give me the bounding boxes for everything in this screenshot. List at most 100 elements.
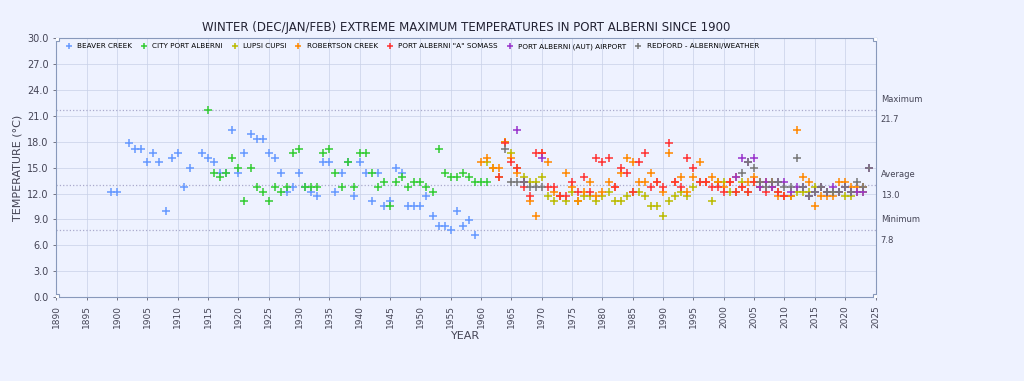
ROBERTSON CREEK xyxy=(716,184,732,190)
PORT ALBERNI "A" SOMASS xyxy=(540,184,556,190)
PORT ALBERNI (AUT) AIRPORT xyxy=(782,189,799,195)
LUPSI CUPSI xyxy=(582,193,598,199)
LUPSI CUPSI xyxy=(503,150,519,156)
BEAVER CREEK xyxy=(442,227,459,233)
ROBERTSON CREEK xyxy=(649,179,666,186)
ROBERTSON CREEK xyxy=(679,189,695,195)
LUPSI CUPSI xyxy=(825,189,842,195)
PORT ALBERNI "A" SOMASS xyxy=(625,189,641,195)
REDFORD - ALBERNI/WEATHER xyxy=(534,184,550,190)
PORT ALBERNI "A" SOMASS xyxy=(679,155,695,161)
CITY PORT ALBERNI xyxy=(218,170,234,176)
CITY PORT ALBERNI xyxy=(467,179,483,186)
CITY PORT ALBERNI xyxy=(357,150,374,156)
CITY PORT ALBERNI xyxy=(249,184,265,190)
BEAVER CREEK xyxy=(272,170,289,176)
REDFORD - ALBERNI/WEATHER xyxy=(745,165,762,171)
PORT ALBERNI (AUT) AIRPORT xyxy=(745,155,762,161)
LUPSI CUPSI xyxy=(703,198,720,204)
LUPSI CUPSI xyxy=(697,179,714,186)
ROBERTSON CREEK xyxy=(540,159,556,165)
PORT ALBERNI (AUT) AIRPORT xyxy=(740,159,757,165)
ROBERTSON CREEK xyxy=(752,179,768,186)
BEAVER CREEK xyxy=(181,165,198,171)
LUPSI CUPSI xyxy=(564,189,581,195)
PORT ALBERNI "A" SOMASS xyxy=(558,193,574,199)
BEAVER CREEK xyxy=(339,159,355,165)
BEAVER CREEK xyxy=(370,170,386,176)
CITY PORT ALBERNI xyxy=(345,184,361,190)
BEAVER CREEK xyxy=(218,170,234,176)
ROBERTSON CREEK xyxy=(843,184,859,190)
CITY PORT ALBERNI xyxy=(418,184,434,190)
ROBERTSON CREEK xyxy=(795,174,811,180)
PORT ALBERNI "A" SOMASS xyxy=(662,141,678,147)
REDFORD - ALBERNI/WEATHER xyxy=(830,189,847,195)
BEAVER CREEK xyxy=(309,193,326,199)
ROBERTSON CREEK xyxy=(788,126,805,133)
Legend: BEAVER CREEK, CITY PORT ALBERNI, LUPSI CUPSI, ROBERTSON CREEK, PORT ALBERNI "A" : BEAVER CREEK, CITY PORT ALBERNI, LUPSI C… xyxy=(60,42,760,51)
PORT ALBERNI (AUT) AIRPORT xyxy=(728,174,744,180)
PORT ALBERNI (AUT) AIRPORT xyxy=(776,179,793,186)
BEAVER CREEK xyxy=(455,223,471,229)
PORT ALBERNI "A" SOMASS xyxy=(649,179,666,186)
LUPSI CUPSI xyxy=(527,179,544,186)
BEAVER CREEK xyxy=(249,136,265,142)
BEAVER CREEK xyxy=(297,184,313,190)
ROBERTSON CREEK xyxy=(825,193,842,199)
LUPSI CUPSI xyxy=(655,213,672,219)
PORT ALBERNI "A" SOMASS xyxy=(600,155,616,161)
REDFORD - ALBERNI/WEATHER xyxy=(740,159,757,165)
PORT ALBERNI "A" SOMASS xyxy=(752,184,768,190)
BEAVER CREEK xyxy=(303,189,319,195)
LUPSI CUPSI xyxy=(728,189,744,195)
CITY PORT ALBERNI xyxy=(315,150,332,156)
PORT ALBERNI (AUT) AIRPORT xyxy=(843,189,859,195)
REDFORD - ALBERNI/WEATHER xyxy=(855,184,871,190)
PORT ALBERNI (AUT) AIRPORT xyxy=(770,179,786,186)
Text: Minimum: Minimum xyxy=(881,215,920,224)
CITY PORT ALBERNI xyxy=(351,150,368,156)
LUPSI CUPSI xyxy=(807,184,823,190)
PORT ALBERNI (AUT) AIRPORT xyxy=(788,184,805,190)
PORT ALBERNI (AUT) AIRPORT xyxy=(855,189,871,195)
BEAVER CREEK xyxy=(285,184,301,190)
CITY PORT ALBERNI xyxy=(303,184,319,190)
REDFORD - ALBERNI/WEATHER xyxy=(734,170,751,176)
ROBERTSON CREEK xyxy=(625,159,641,165)
ROBERTSON CREEK xyxy=(745,174,762,180)
LUPSI CUPSI xyxy=(594,193,610,199)
LUPSI CUPSI xyxy=(485,165,502,171)
ROBERTSON CREEK xyxy=(503,155,519,161)
Y-axis label: TEMPERATURE (°C): TEMPERATURE (°C) xyxy=(13,115,23,221)
ROBERTSON CREEK xyxy=(776,193,793,199)
LUPSI CUPSI xyxy=(540,193,556,199)
CITY PORT ALBERNI xyxy=(430,146,446,152)
LUPSI CUPSI xyxy=(498,139,514,145)
ROBERTSON CREEK xyxy=(509,170,525,176)
LUPSI CUPSI xyxy=(843,193,859,199)
LUPSI CUPSI xyxy=(758,179,774,186)
LUPSI CUPSI xyxy=(776,193,793,199)
BEAVER CREEK xyxy=(200,155,216,161)
CITY PORT ALBERNI xyxy=(376,179,392,186)
CITY PORT ALBERNI xyxy=(285,150,301,156)
PORT ALBERNI (AUT) AIRPORT xyxy=(758,179,774,186)
PORT ALBERNI "A" SOMASS xyxy=(691,179,708,186)
ROBERTSON CREEK xyxy=(819,193,836,199)
PORT ALBERNI "A" SOMASS xyxy=(734,184,751,190)
LUPSI CUPSI xyxy=(752,184,768,190)
PORT ALBERNI "A" SOMASS xyxy=(588,155,604,161)
BEAVER CREEK xyxy=(133,146,150,152)
CITY PORT ALBERNI xyxy=(260,198,276,204)
CITY PORT ALBERNI xyxy=(473,179,489,186)
CITY PORT ALBERNI xyxy=(436,170,453,176)
PORT ALBERNI "A" SOMASS xyxy=(722,179,738,186)
CITY PORT ALBERNI xyxy=(224,155,241,161)
LUPSI CUPSI xyxy=(849,189,865,195)
REDFORD - ALBERNI/WEATHER xyxy=(782,184,799,190)
PORT ALBERNI "A" SOMASS xyxy=(570,189,587,195)
BEAVER CREEK xyxy=(449,208,465,214)
CITY PORT ALBERNI xyxy=(230,165,247,171)
CITY PORT ALBERNI xyxy=(206,170,222,176)
